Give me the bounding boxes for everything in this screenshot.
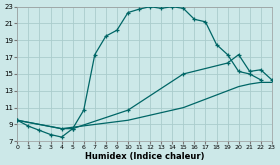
X-axis label: Humidex (Indice chaleur): Humidex (Indice chaleur) [85,152,204,161]
